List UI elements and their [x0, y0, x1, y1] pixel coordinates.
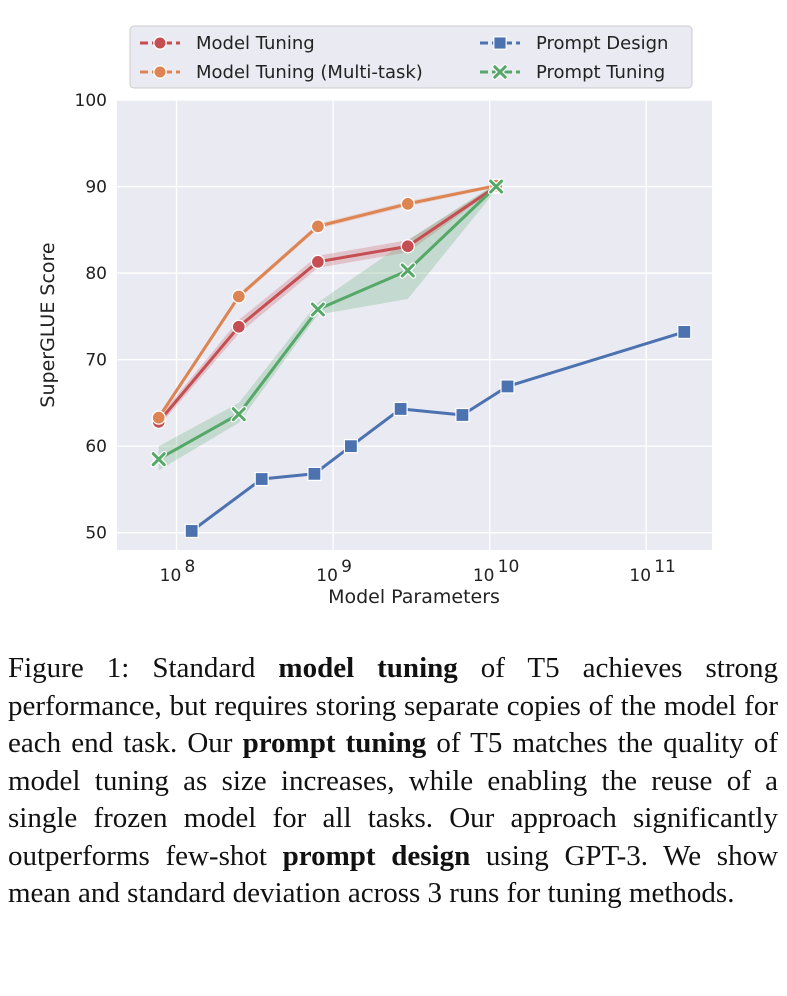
- prompt-tuning-point-0: [150, 450, 167, 468]
- prompt-design-point-4: [393, 401, 408, 417]
- prompt-tuning-band: [158, 183, 497, 471]
- prompt-tuning-point-4-cross: [489, 179, 504, 194]
- figure: 50 60 70 80 90 100 10 8 10 9 10 10 10 11 Model Param…: [37, 25, 712, 608]
- prompt-tuning-point-3-cross: [400, 263, 415, 278]
- legend-model-tuning-label: Model Tuning: [196, 33, 315, 54]
- caption-text-4: using GPT-3. We show mean and standard d…: [8, 839, 779, 910]
- y-tick-label-90: 90: [85, 178, 107, 198]
- x-tick-exponent-9: 9: [341, 557, 352, 577]
- legend-prompt-design-marker: [493, 36, 507, 50]
- y-tick-label-60: 60: [85, 437, 107, 457]
- prompt-design-line: [190, 330, 685, 533]
- prompt-tuning-point-1: [230, 405, 248, 423]
- model-tuning-point-2: [310, 254, 326, 269]
- grid: [117, 99, 712, 550]
- prompt-design-point-0: [184, 523, 199, 539]
- prompt-design-point-1: [254, 471, 269, 487]
- legend-prompt-design-label: Prompt Design: [536, 33, 668, 54]
- legend-model-tuning-marker: [153, 36, 167, 50]
- x-tick-label-9: 10: [316, 566, 338, 586]
- prompt-tuning-point-1-cross: [231, 407, 246, 422]
- legend-box: [129, 25, 693, 89]
- prompt-design-point-6: [500, 379, 515, 394]
- x-tick-exponent-11: 11: [654, 557, 676, 577]
- y-tick-label-70: 70: [85, 351, 107, 371]
- y-axis-title: SuperGLUE Score: [37, 242, 59, 407]
- series-markers: [150, 178, 692, 539]
- caption-bold-prompt-tuning: prompt tuning: [242, 727, 427, 759]
- model-tuning-point-3: [400, 239, 415, 254]
- prompt-design-point-7: [677, 324, 692, 340]
- x-tick-exponent-8: 8: [185, 557, 196, 577]
- legend-model-tuning-multi-task-label: Model Tuning (Multi-task): [196, 62, 423, 83]
- caption-text-2: of T5 achieves strong performance, but r…: [8, 652, 778, 759]
- prompt-design-point-5: [455, 407, 470, 423]
- model-tuning-point-1: [231, 319, 246, 334]
- figure-caption: Figure 1: Standard model tuning of T5 ac…: [8, 650, 778, 913]
- caption-label: Figure 1:: [8, 652, 130, 684]
- x-tick-label-8: 10: [160, 566, 182, 586]
- prompt-tuning-point-2: [309, 301, 327, 318]
- y-tick-labels: 50 60 70 80 90 100: [75, 91, 107, 544]
- caption-text-1: Standard: [152, 652, 256, 684]
- y-tick-label-100: 100: [75, 91, 107, 111]
- plot-area: [117, 100, 712, 550]
- x-tick-label-11: 10: [629, 566, 651, 586]
- legend-prompt-tuning-marker-cross: [493, 65, 507, 79]
- caption-text-3: of T5 matches the quality of model tunin…: [8, 727, 779, 872]
- x-tick-exponent-10: 10: [498, 557, 520, 577]
- legend-prompt-tuning-label: Prompt Tuning: [536, 62, 665, 83]
- model-tuning-multi-task-point-2: [310, 219, 326, 234]
- caption-bold-prompt-design: prompt design: [282, 839, 471, 872]
- model-tuning-multi-task-point-1: [231, 289, 246, 304]
- x-tick-labels: 10 8 10 9 10 10 10 11: [160, 557, 676, 586]
- y-tick-label-50: 50: [85, 524, 107, 544]
- y-tick-label-80: 80: [85, 264, 107, 284]
- caption-bold-model-tuning: model tuning: [278, 652, 458, 684]
- legend-prompt-tuning-marker: [492, 64, 508, 80]
- legend: Model Tuning Prompt Design Model Tuning (M…: [129, 25, 693, 89]
- prompt-design-point-3: [343, 439, 359, 454]
- prompt-tuning-point-4: [487, 178, 505, 195]
- prompt-design-point-2: [307, 466, 322, 481]
- prompt-tuning-point-0-cross: [151, 452, 166, 467]
- model-tuning-multi-task-point-3: [400, 196, 415, 211]
- legend-model-tuning-multi-task-marker: [153, 65, 167, 79]
- prompt-tuning-point-3: [399, 262, 417, 279]
- model-tuning-multi-task-point-0: [151, 410, 166, 425]
- prompt-tuning-point-2-cross: [310, 302, 325, 317]
- x-tick-label-10: 10: [473, 566, 495, 586]
- x-axis-title: Model Parameters: [328, 586, 500, 608]
